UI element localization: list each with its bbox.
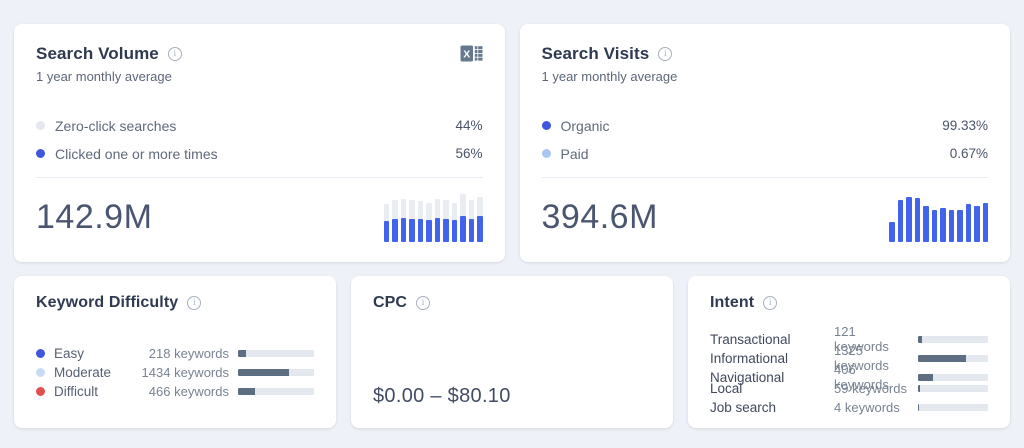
intent-meter <box>918 385 988 392</box>
legend-dot <box>36 368 45 377</box>
info-icon[interactable]: i <box>167 47 182 61</box>
intent-label: Navigational <box>710 369 785 385</box>
legend-value: 99.33% <box>942 118 988 133</box>
card-header: Search Volume i X <box>36 44 483 64</box>
legend-value: 0.67% <box>949 146 988 161</box>
top-row: Search Volume i X <box>14 24 1010 262</box>
info-icon[interactable]: i <box>187 296 202 310</box>
legend-dot <box>541 121 551 130</box>
kd-count: 218 keywords <box>148 346 229 361</box>
kd-meter <box>238 388 314 395</box>
intent-row-local: Local 59 keywords <box>710 381 988 396</box>
legend-value: 56% <box>455 146 483 161</box>
search-visits-title: Search Visits <box>541 44 650 63</box>
search-volume-total: 142.9M <box>36 198 153 236</box>
kd-count: 466 keywords <box>148 384 229 399</box>
legend-dot <box>541 149 551 158</box>
legend-label: Zero-click searches <box>55 117 177 134</box>
intent-row-job-search: Job search 4 keywords <box>710 400 988 415</box>
card-subtitle: 1 year monthly average <box>541 69 678 84</box>
legend-dot <box>36 349 45 358</box>
kd-row-difficult: Difficult 466 keywords <box>36 384 314 399</box>
kd-label: Easy <box>54 346 85 361</box>
keyword-difficulty-title: Keyword Difficulty <box>36 294 179 311</box>
intent-title: Intent <box>710 294 755 311</box>
kd-row-moderate: Moderate 1434 keywords <box>36 365 314 380</box>
divider <box>36 177 483 178</box>
search-visits-card: Search Visits i 1 year monthly average O… <box>519 24 1010 262</box>
intent-rows: Transactional 121 keywords Informational… <box>710 324 988 415</box>
legend-value: 44% <box>455 118 483 133</box>
keyword-overview-dashboard: Search Volume i X <box>14 24 1010 428</box>
kd-label: Moderate <box>54 365 112 380</box>
intent-label: Informational <box>710 350 789 366</box>
intent-card: Intent i Transactional 121 keywords Info… <box>688 276 1010 428</box>
legend-label: Organic <box>560 117 610 134</box>
card-header: Intent i <box>710 294 988 312</box>
legend-row-zero-click: Zero-click searches 44% <box>36 116 483 135</box>
search-visits-legend: Organic 99.33% Paid 0.67% <box>541 116 988 163</box>
legend-dot <box>36 149 45 158</box>
intent-meter <box>918 404 988 411</box>
divider <box>541 177 988 178</box>
card-header: CPC i <box>373 294 651 312</box>
legend-row-paid: Paid 0.67% <box>541 144 988 163</box>
info-icon[interactable]: i <box>763 296 778 310</box>
search-volume-card: Search Volume i X <box>14 24 505 262</box>
cpc-title: CPC <box>373 294 408 311</box>
legend-row-organic: Organic 99.33% <box>541 116 988 135</box>
card-footer: 142.9M <box>36 186 483 242</box>
cpc-card: CPC i $0.00 – $80.10 <box>351 276 673 428</box>
card-subtitle: 1 year monthly average <box>36 69 172 84</box>
intent-meter <box>918 335 988 343</box>
legend-label: Clicked one or more times <box>55 145 218 162</box>
keyword-difficulty-rows: Easy 218 keywords Moderate 1434 keywords… <box>36 346 314 399</box>
intent-row-navigational: Navigational 406 keywords <box>710 362 988 392</box>
kd-count: 1434 keywords <box>141 365 229 380</box>
keyword-difficulty-card: Keyword Difficulty i Easy 218 keywords M… <box>14 276 336 428</box>
legend-row-clicked: Clicked one or more times 56% <box>36 144 483 163</box>
kd-meter <box>238 350 314 357</box>
info-icon[interactable]: i <box>416 296 431 310</box>
cpc-range-value: $0.00 – $80.10 <box>373 385 511 407</box>
card-header: Keyword Difficulty i <box>36 294 314 312</box>
intent-label: Job search <box>710 400 777 415</box>
intent-meter <box>918 354 988 362</box>
legend-dot <box>36 121 45 130</box>
intent-count: 1325 keywords <box>834 343 889 373</box>
kd-meter <box>238 369 314 376</box>
excel-export-icon[interactable]: X <box>460 44 483 63</box>
intent-count: 4 keywords <box>834 400 900 415</box>
info-icon[interactable]: i <box>658 47 673 61</box>
card-header: Search Visits i <box>542 44 989 64</box>
card-footer: 394.6M <box>541 186 988 242</box>
intent-label: Transactional <box>710 331 791 347</box>
intent-row-transactional: Transactional 121 keywords <box>710 324 988 354</box>
intent-label: Local <box>710 381 743 396</box>
legend-label: Paid <box>560 145 589 162</box>
intent-meter <box>918 373 988 381</box>
intent-count: 59 keywords <box>834 381 907 396</box>
search-visits-total: 394.6M <box>541 198 658 236</box>
intent-row-informational: Informational 1325 keywords <box>710 343 988 373</box>
kd-label: Difficult <box>54 384 99 399</box>
svg-text:X: X <box>463 48 470 60</box>
intent-count: 121 keywords <box>834 324 889 354</box>
search-volume-legend: Zero-click searches 44% Clicked one or m… <box>36 116 483 163</box>
legend-dot <box>36 387 45 396</box>
bottom-row: Keyword Difficulty i Easy 218 keywords M… <box>14 276 1010 428</box>
search-volume-minibar-chart <box>383 194 483 242</box>
search-volume-title: Search Volume <box>36 44 159 63</box>
search-visits-minibar-chart <box>889 194 988 242</box>
kd-row-easy: Easy 218 keywords <box>36 346 314 361</box>
intent-count: 406 keywords <box>834 362 889 392</box>
